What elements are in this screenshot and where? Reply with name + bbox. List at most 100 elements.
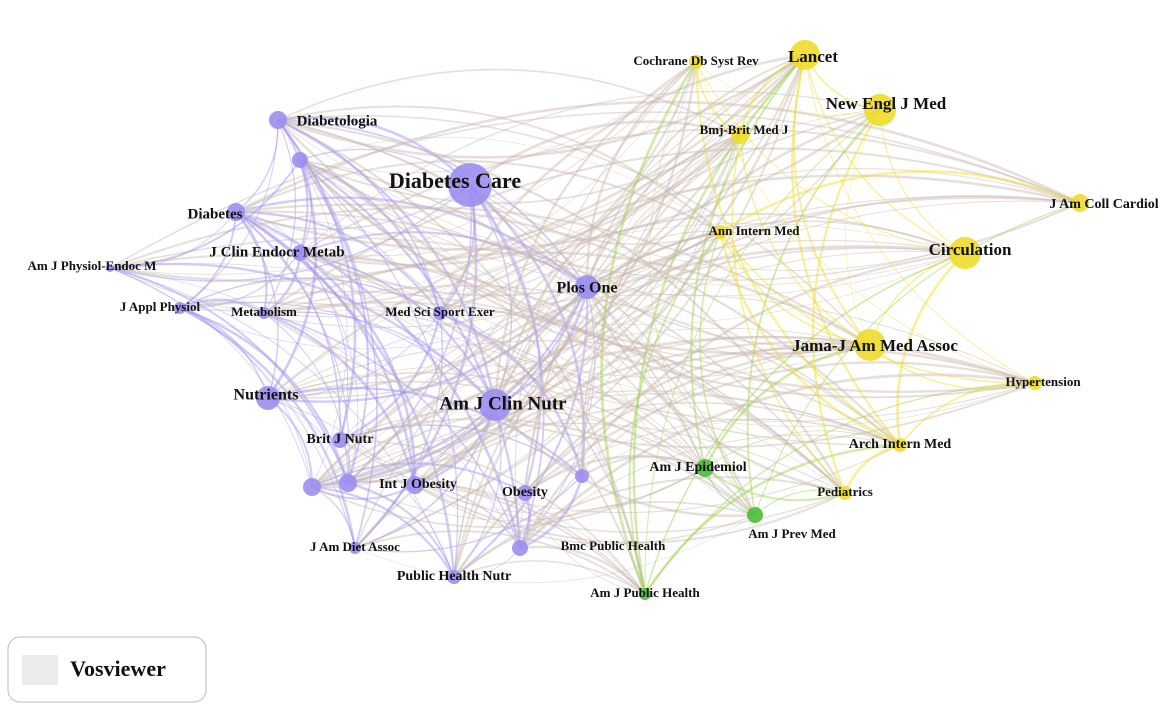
edge: [643, 443, 901, 595]
edge: [263, 251, 871, 347]
edge: [235, 196, 588, 288]
node-label: Hypertension: [1005, 374, 1081, 389]
edge: [845, 109, 881, 346]
edge: [469, 184, 721, 245]
node: [689, 55, 703, 69]
node: [258, 307, 270, 319]
edge: [804, 54, 1036, 384]
edge: [109, 111, 1081, 269]
node: [864, 94, 896, 126]
edge: [267, 293, 1036, 399]
edge: [311, 245, 966, 488]
edge: [493, 133, 741, 406]
edge: [311, 422, 846, 494]
edge: [731, 134, 846, 494]
edge: [277, 119, 1036, 393]
node-label: Arch Intern Med: [849, 437, 952, 452]
labels: Diabetes Care Diabetologia Diabetes J Clin …: [28, 47, 1159, 600]
edge: [493, 61, 697, 406]
edge: [277, 119, 706, 469]
edge: [469, 184, 586, 477]
edge: [514, 61, 697, 549]
node-label: Brit J Nutr: [307, 432, 374, 447]
edge: [704, 430, 901, 469]
edge: [299, 252, 359, 484]
edge: [267, 397, 314, 488]
edge: [235, 210, 846, 494]
edge: [452, 108, 881, 578]
node-label: Circulation: [929, 240, 1012, 259]
edge: [469, 184, 1081, 271]
edge: [354, 134, 741, 549]
edge: [267, 286, 588, 403]
edge: [739, 134, 871, 346]
edge: [585, 286, 846, 495]
logo[interactable]: Vosviewer: [7, 636, 207, 703]
edge: [581, 54, 806, 477]
edge: [179, 286, 588, 350]
edge: [869, 252, 966, 346]
edge: [354, 54, 806, 549]
edge: [339, 406, 706, 469]
edge: [311, 462, 526, 494]
edge: [277, 115, 871, 346]
edge: [347, 247, 966, 484]
edge: [879, 109, 966, 254]
edge: [179, 306, 357, 549]
node: [292, 245, 308, 261]
edge: [299, 159, 348, 488]
node-label: J Am Coll Cardiol: [1049, 197, 1158, 212]
node: [303, 478, 321, 496]
edge: [703, 343, 871, 469]
edge: [718, 231, 901, 447]
edge: [267, 371, 706, 469]
node-label: Public Health Nutr: [397, 569, 511, 584]
edge: [452, 343, 871, 578]
edge: [299, 158, 442, 314]
edge: [695, 61, 966, 254]
edge: [347, 482, 455, 578]
edge: [267, 397, 455, 578]
edge: [453, 54, 806, 578]
edge: [414, 336, 871, 486]
edge: [586, 109, 881, 288]
edge: [704, 467, 846, 502]
edge: [414, 484, 846, 544]
node-label: New Engl J Med: [826, 94, 947, 113]
node-label: Ann Intern Med: [708, 223, 800, 238]
edge: [299, 231, 721, 297]
edge: [299, 251, 417, 486]
logo-box[interactable]: [7, 636, 207, 703]
node-label: Metabolism: [231, 304, 297, 319]
edge: [109, 231, 721, 328]
node: [512, 540, 528, 556]
edge: [235, 210, 522, 549]
edge: [347, 134, 741, 484]
node: [838, 486, 852, 500]
edge: [277, 119, 966, 286]
edge: [267, 109, 881, 399]
edge: [453, 501, 756, 578]
edge: [494, 286, 589, 407]
node: [479, 389, 511, 421]
edge: [347, 479, 646, 595]
edge: [439, 311, 584, 477]
edge: [235, 210, 456, 578]
edge: [311, 286, 588, 489]
edge: [299, 159, 459, 578]
edge: [414, 61, 698, 487]
edge: [494, 194, 1081, 406]
edge: [354, 404, 496, 549]
edge: [585, 61, 697, 288]
node-label: Diabetologia: [297, 113, 378, 129]
edge: [311, 61, 697, 488]
edge: [235, 100, 1081, 214]
edge: [299, 61, 697, 173]
edge: [179, 301, 756, 516]
edge: [267, 380, 756, 516]
node: [406, 476, 424, 494]
edge: [277, 53, 806, 159]
logo-icon: [22, 655, 58, 685]
node: [790, 40, 820, 70]
edge: [469, 184, 513, 406]
